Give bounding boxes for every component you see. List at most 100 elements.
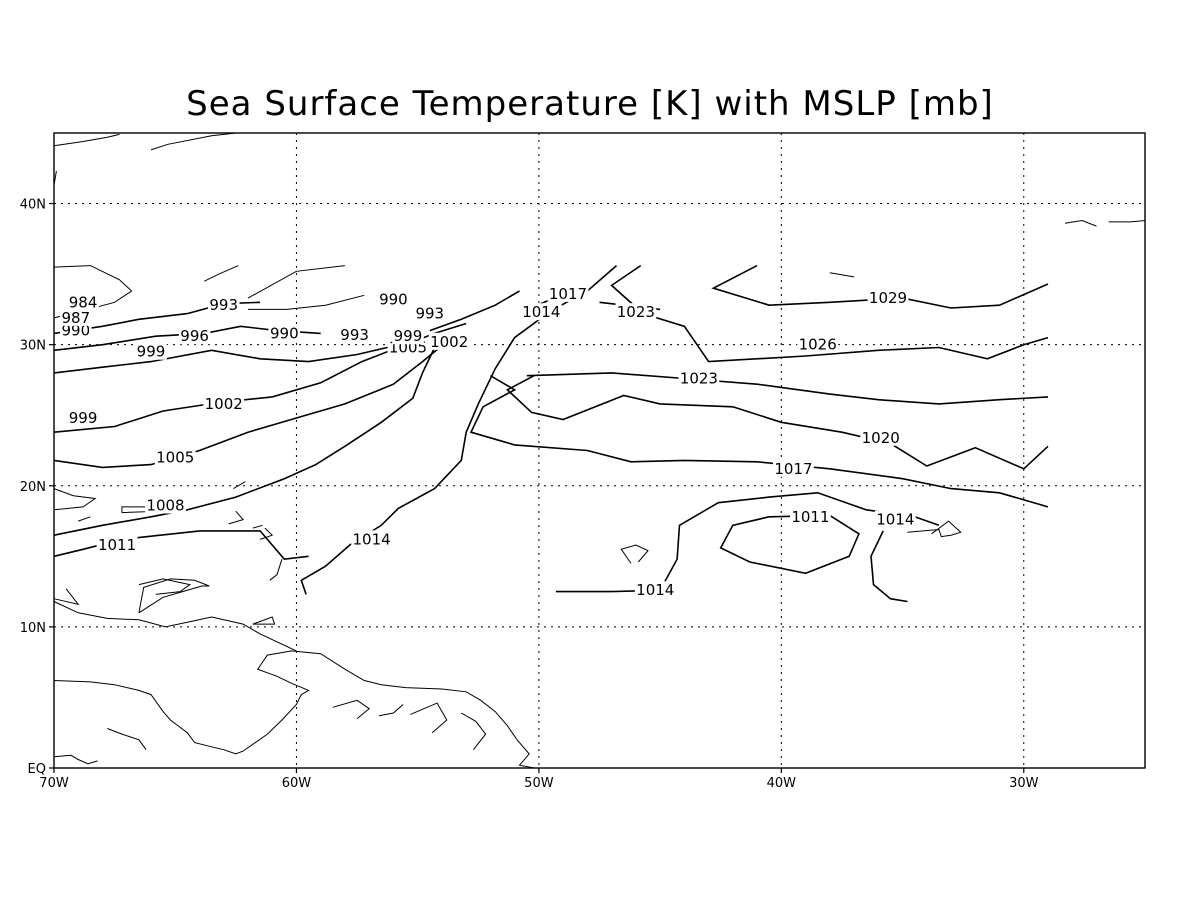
isobar-line <box>300 264 618 595</box>
axis-ticks: 70W 60W 50W 40W 30W EQ 10N 20N 30N 40N <box>20 198 1039 791</box>
isobar-labels: 1011100810051002999996993101410171020102… <box>60 284 916 599</box>
isobar-line <box>711 264 1049 309</box>
coastline-segment <box>252 524 263 529</box>
isobar-label: 1026 <box>799 336 837 354</box>
isobar-label-bg <box>413 304 446 322</box>
isobar-label-bg <box>547 284 589 302</box>
coastline-segment <box>53 488 97 511</box>
isobar-line <box>53 345 394 374</box>
coastline-segment <box>1064 219 1097 227</box>
isobar-label-bg <box>135 342 167 360</box>
x-tick-label: 30W <box>1009 776 1039 791</box>
isobar-line <box>53 336 453 469</box>
map-title: Sea Surface Temperature [K] with MSLP [m… <box>186 84 994 124</box>
isobar-label-bg <box>178 327 211 345</box>
y-tick-label: 40N <box>20 198 46 213</box>
isobar-label: 999 <box>394 327 423 345</box>
isobar-label-bg <box>874 510 916 528</box>
isobar-label: 993 <box>415 305 444 323</box>
isobar-label-bg <box>790 507 831 525</box>
coastline-segment <box>247 265 345 299</box>
coastline-segment <box>53 601 297 652</box>
isobar-label: 990 <box>270 324 299 342</box>
isobar-label-bg <box>338 325 371 343</box>
isobar-line <box>719 514 860 575</box>
isobar-label-bg <box>67 293 99 311</box>
isobar-label-bg <box>377 290 410 308</box>
x-tick-label: 70W <box>39 776 69 791</box>
isobar-label: 990 <box>61 322 90 340</box>
coastline-segment <box>107 728 147 750</box>
y-tick-label: 20N <box>20 480 46 495</box>
isobar-label-bg <box>60 308 92 326</box>
isobar-label: 1023 <box>617 303 655 321</box>
coastline-segment <box>378 704 404 717</box>
coastline-segment <box>204 265 239 282</box>
coastline-segment <box>259 527 274 540</box>
isobar-label: 999 <box>69 409 98 427</box>
isobar-label: 984 <box>69 293 98 311</box>
isobar-label: 996 <box>180 327 209 345</box>
isobar-label-bg <box>154 448 196 466</box>
isobar-line <box>53 347 436 536</box>
coastline-segment <box>53 754 98 765</box>
isobar-label: 1017 <box>774 460 812 478</box>
isobar-label: 1014 <box>876 511 914 529</box>
isobar-label-bg <box>392 327 424 345</box>
isobar-label: 1008 <box>146 497 184 515</box>
coastline-segment <box>233 481 246 490</box>
isobar-line <box>53 530 309 561</box>
coastline-segment <box>1108 220 1146 223</box>
coastline-segment <box>138 578 210 614</box>
isobar-label: 987 <box>61 309 90 327</box>
isobar-label-bg <box>867 289 909 307</box>
coastline-segment <box>252 616 276 625</box>
isobar-label-bg <box>860 428 902 446</box>
isobar-label: 1014 <box>636 581 674 599</box>
y-tick-label: EQ <box>28 762 46 777</box>
x-tick-label: 50W <box>524 776 554 791</box>
coastline-segment <box>269 559 283 581</box>
isobar-label-bg <box>520 303 562 321</box>
isobar-label-bg <box>96 536 138 554</box>
isobar-label: 1020 <box>862 429 900 447</box>
isobar-label: 993 <box>340 326 369 344</box>
coastline-segment <box>332 699 371 719</box>
coastline-segment <box>138 578 192 595</box>
x-tick-label: 60W <box>282 776 312 791</box>
isobar-label-bg <box>145 496 186 514</box>
isobar-label-bg <box>268 324 301 342</box>
isobar-label-bg <box>773 459 814 477</box>
isobar-label: 1014 <box>353 530 391 548</box>
isobar-line <box>429 290 520 332</box>
coastline-segment <box>228 510 244 525</box>
coastline-segment <box>150 132 236 151</box>
isobar-line <box>526 372 1049 405</box>
graticule <box>54 133 1145 768</box>
isobar-label-bg <box>615 303 657 321</box>
isobar-label: 1011 <box>791 508 829 526</box>
isobar-label: 1014 <box>522 303 560 321</box>
coastline-segment <box>620 544 649 564</box>
isobar-label: 999 <box>137 343 166 361</box>
isobar-label: 1002 <box>430 333 468 351</box>
coastline-segment <box>907 520 962 538</box>
coastline-segment <box>53 588 80 606</box>
coastline-segment <box>53 650 535 769</box>
y-tick-label: 30N <box>20 339 46 354</box>
isobar-label-bg <box>634 581 676 599</box>
isobar-label-bg <box>203 394 245 412</box>
x-tick-label: 40W <box>767 776 797 791</box>
isobar-label-bg <box>67 409 99 427</box>
coastline-segment <box>78 516 91 522</box>
y-tick-label: 10N <box>20 621 46 636</box>
isobar-line <box>870 530 908 603</box>
isobar-label: 1002 <box>205 395 243 413</box>
coastline-segment <box>829 272 855 278</box>
isobar-label: 1017 <box>549 285 587 303</box>
isobar-label-bg <box>797 335 839 353</box>
isobar-label: 1011 <box>98 536 136 554</box>
coastline-segment <box>53 133 120 147</box>
